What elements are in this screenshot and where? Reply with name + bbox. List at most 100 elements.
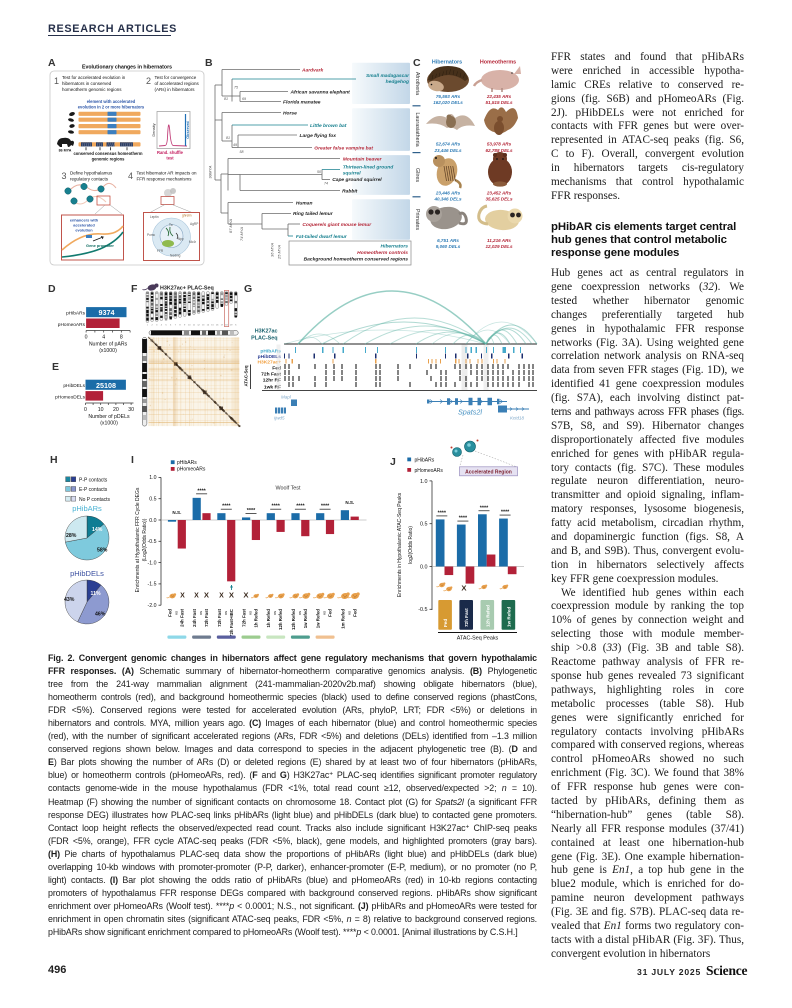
svg-text:14: 14 bbox=[207, 324, 210, 326]
svg-text:J: J bbox=[390, 456, 396, 468]
svg-text:4: 4 bbox=[128, 171, 133, 181]
svg-text:pHibARs: pHibARs bbox=[415, 457, 435, 463]
svg-text:3: 3 bbox=[62, 171, 67, 181]
svg-text:X: X bbox=[204, 591, 210, 600]
svg-text:conserved consensus homeotherm: conserved consensus homeotherm bbox=[74, 151, 143, 156]
svg-text:28%: 28% bbox=[66, 533, 77, 539]
svg-text:FFR: FFR bbox=[157, 249, 164, 253]
svg-text:36 MYA: 36 MYA bbox=[270, 243, 275, 257]
svg-text:10: 10 bbox=[188, 324, 191, 326]
svg-text:E-P contacts: E-P contacts bbox=[79, 487, 108, 493]
svg-text:Enrichments in Hypothalamic AT: Enrichments in Hypothalamic ATAC-Seq Pea… bbox=[397, 492, 403, 597]
svg-text:Accelerated Region: Accelerated Region bbox=[465, 470, 512, 476]
svg-text:B: B bbox=[205, 57, 213, 69]
svg-text:(ARs) in hibernators: (ARs) in hibernators bbox=[155, 87, 196, 92]
svg-text:vs: vs bbox=[272, 611, 277, 615]
svg-text:Cape ground squirrel: Cape ground squirrel bbox=[332, 177, 382, 183]
svg-text:Kctd18: Kctd18 bbox=[510, 416, 525, 421]
svg-text:Fat-tailed dwarf lemur: Fat-tailed dwarf lemur bbox=[296, 234, 348, 240]
svg-text:Hibernators: Hibernators bbox=[381, 244, 409, 250]
svg-text:87 MYA: 87 MYA bbox=[228, 219, 233, 233]
svg-text:FFR response mechanisms: FFR response mechanisms bbox=[137, 177, 193, 182]
svg-text:log2(Odds Ratio): log2(Odds Ratio) bbox=[408, 526, 414, 564]
svg-text:ghrelin: ghrelin bbox=[182, 214, 192, 218]
svg-text:N.S.: N.S. bbox=[345, 500, 354, 505]
svg-text:Little brown bat: Little brown bat bbox=[310, 123, 347, 129]
svg-text:8: 8 bbox=[179, 324, 181, 326]
svg-text:30: 30 bbox=[128, 407, 134, 413]
svg-text:5: 5 bbox=[165, 324, 167, 326]
svg-text:99MYA: 99MYA bbox=[208, 165, 213, 178]
svg-text:Tx: Tx bbox=[169, 223, 173, 227]
svg-text:Ring tailed lemur: Ring tailed lemur bbox=[293, 211, 334, 217]
svg-text:-1.5: -1.5 bbox=[148, 582, 157, 588]
svg-text:I: I bbox=[131, 454, 134, 466]
svg-text:12h Refed: 12h Refed bbox=[291, 609, 296, 630]
svg-text:81: 81 bbox=[224, 97, 228, 101]
svg-text:35,625 DELs: 35,625 DELs bbox=[485, 197, 513, 202]
svg-text:74: 74 bbox=[324, 182, 328, 186]
svg-text:****: **** bbox=[222, 504, 231, 510]
svg-text:Background homeotherm conserve: Background homeotherm conserved regions bbox=[304, 257, 409, 263]
svg-text:1w Refed: 1w Refed bbox=[506, 607, 511, 627]
svg-text:D: D bbox=[48, 283, 56, 295]
svg-text:H3K27ac: H3K27ac bbox=[255, 329, 278, 335]
svg-text:vs: vs bbox=[322, 611, 327, 615]
svg-text:AgRP: AgRP bbox=[190, 222, 198, 226]
svg-text:162,020 DELs: 162,020 DELs bbox=[433, 100, 463, 105]
svg-text:pHomeoARs: pHomeoARs bbox=[415, 468, 444, 474]
svg-text:PLAC-Seq: PLAC-Seq bbox=[251, 336, 277, 342]
svg-text:18: 18 bbox=[225, 324, 228, 326]
svg-text:9,060 DELs: 9,060 DELs bbox=[436, 244, 461, 249]
svg-text:H: H bbox=[50, 454, 58, 466]
svg-text:Homeotherms: Homeotherms bbox=[480, 60, 516, 66]
svg-text:vs: vs bbox=[223, 611, 228, 615]
svg-text:G: G bbox=[244, 283, 252, 295]
svg-text:12h Refed: 12h Refed bbox=[485, 605, 490, 627]
svg-text:C: C bbox=[413, 57, 421, 69]
svg-text:X: X bbox=[180, 593, 185, 600]
svg-text:(x1000): (x1000) bbox=[99, 348, 117, 354]
svg-text:-0.5: -0.5 bbox=[418, 607, 427, 613]
svg-text:53,978 ARs: 53,978 ARs bbox=[487, 142, 512, 147]
svg-text:62,788 DELs: 62,788 DELs bbox=[485, 148, 513, 153]
svg-text:Human: Human bbox=[296, 201, 313, 207]
svg-text:squirrel: squirrel bbox=[343, 170, 362, 176]
svg-text:3: 3 bbox=[156, 324, 158, 326]
svg-text:pHibARs: pHibARs bbox=[260, 348, 281, 354]
svg-text:7: 7 bbox=[175, 324, 177, 326]
svg-text:1.0: 1.0 bbox=[149, 475, 156, 481]
svg-text:(Log2(Odds Ratio)): (Log2(Odds Ratio)) bbox=[142, 518, 148, 561]
svg-text:1h Refed: 1h Refed bbox=[254, 609, 259, 628]
svg-text:Fed: Fed bbox=[167, 609, 172, 617]
svg-text:pHibDELs: pHibDELs bbox=[258, 354, 282, 360]
svg-text:****: **** bbox=[321, 504, 330, 510]
svg-text:Fed: Fed bbox=[328, 609, 333, 617]
svg-text:Large flying fox: Large flying fox bbox=[300, 133, 337, 139]
svg-text:hedgehog: hedgehog bbox=[386, 79, 409, 85]
svg-text:Leptin: Leptin bbox=[150, 215, 159, 219]
svg-text:58: 58 bbox=[240, 150, 244, 154]
svg-text:24h Fast: 24h Fast bbox=[179, 608, 184, 626]
svg-text:16: 16 bbox=[216, 324, 219, 326]
svg-text:52,674 ARs: 52,674 ARs bbox=[436, 142, 461, 147]
svg-text:Test hibernator AR impacts on: Test hibernator AR impacts on bbox=[137, 171, 198, 176]
svg-text:****: **** bbox=[197, 488, 206, 494]
svg-text:15: 15 bbox=[211, 324, 214, 326]
svg-text:2: 2 bbox=[151, 324, 153, 326]
svg-text:P-P contacts: P-P contacts bbox=[79, 477, 108, 483]
svg-text:pHomeoARs: pHomeoARs bbox=[58, 322, 86, 328]
svg-text:enhancers with: enhancers with bbox=[70, 218, 99, 223]
svg-text:pHibARs: pHibARs bbox=[72, 504, 102, 513]
svg-text:1: 1 bbox=[54, 76, 59, 86]
svg-text:****: **** bbox=[438, 510, 447, 516]
svg-text:Test for accelerated evolution: Test for accelerated evolution in bbox=[62, 75, 126, 80]
svg-text:H3K27ac+: H3K27ac+ bbox=[257, 359, 281, 365]
svg-text:72h Fast: 72h Fast bbox=[261, 371, 281, 377]
svg-text:pHomeoARs: pHomeoARs bbox=[177, 467, 206, 473]
svg-text:1w Refed: 1w Refed bbox=[316, 609, 321, 629]
svg-text:11,216 ARs: 11,216 ARs bbox=[487, 238, 511, 243]
svg-text:hibernators in conserved: hibernators in conserved bbox=[62, 81, 112, 86]
svg-text:(x1000): (x1000) bbox=[100, 421, 118, 427]
svg-text:1wk RF: 1wk RF bbox=[264, 384, 281, 390]
